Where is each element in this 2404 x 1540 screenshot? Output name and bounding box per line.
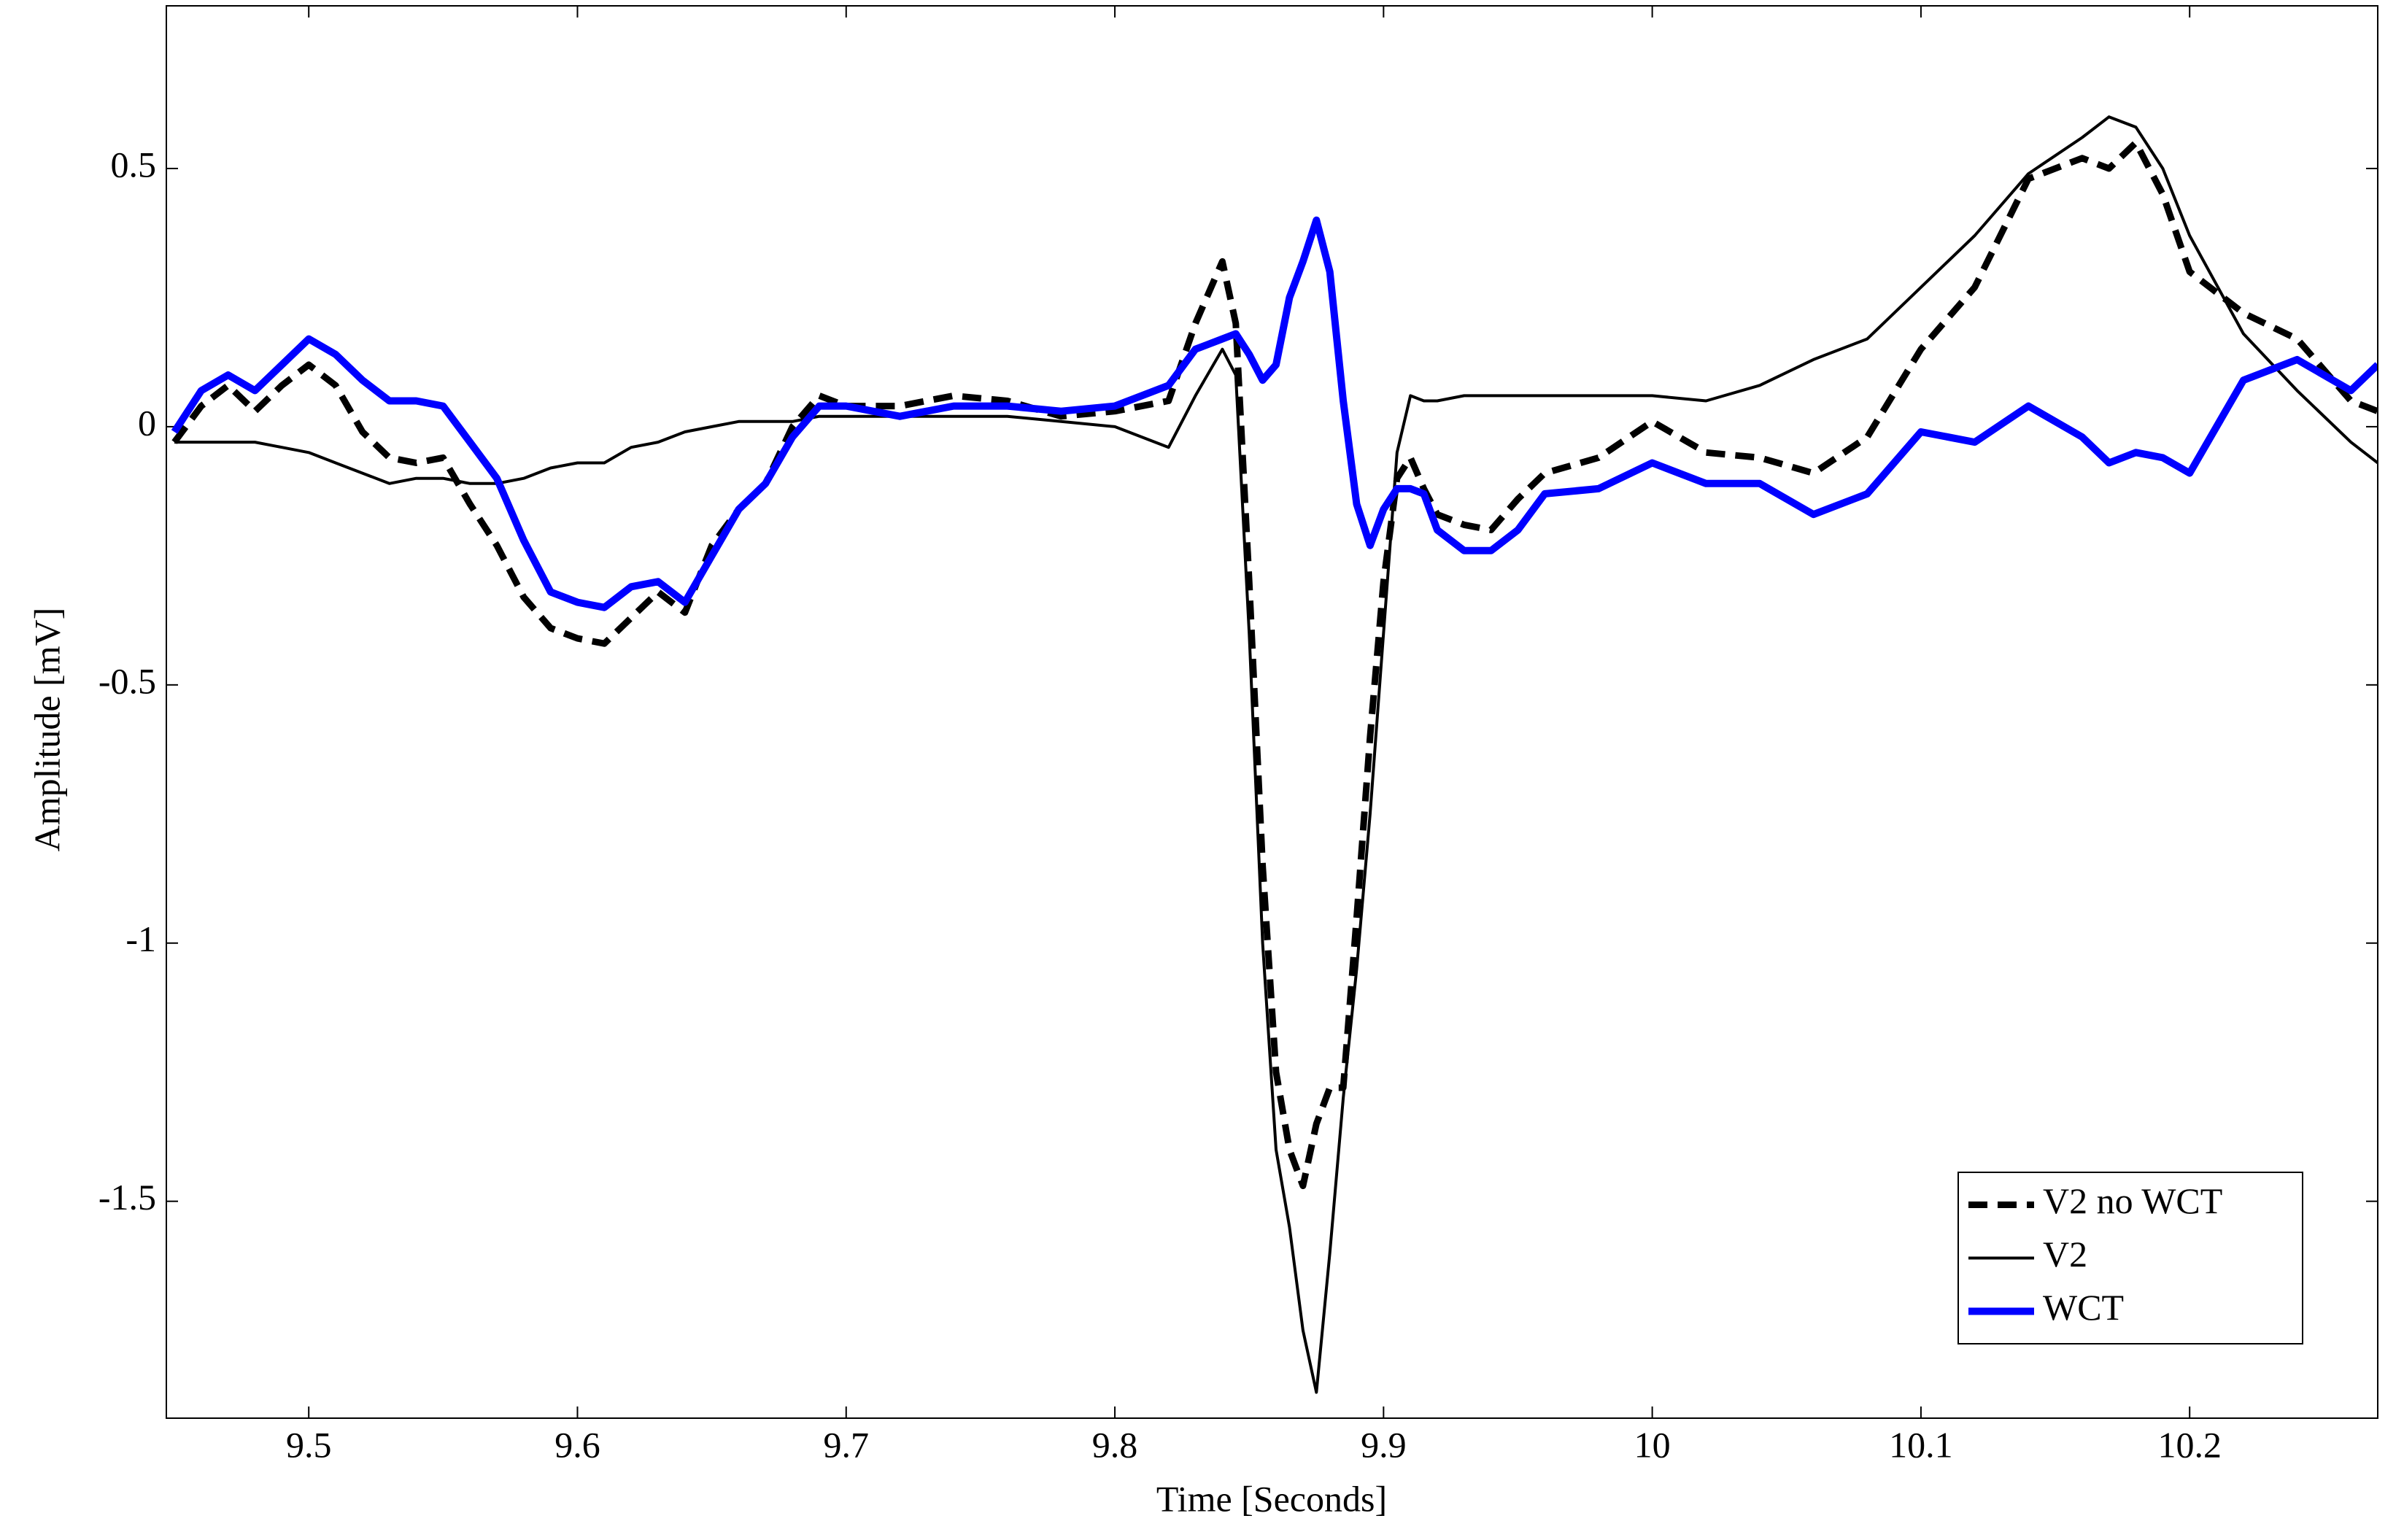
series-line [171,216,2378,611]
x-tick-label: 9.7 [824,1424,870,1465]
y-axis-label: Amplitude [mV] [26,608,67,852]
x-tick-label: 9.9 [1361,1424,1407,1465]
series-line [174,115,2378,1394]
series-line [171,139,2378,1189]
legend-label: V2 no WCT [2043,1180,2222,1221]
x-tick-label: 10.2 [2157,1424,2222,1465]
legend-label: WCT [2043,1287,2124,1328]
y-tick-label: -1 [125,918,156,959]
legend-label: V2 [2043,1234,2087,1274]
x-tick-label: 9.5 [286,1424,332,1465]
y-tick-label: -0.5 [98,660,156,701]
x-tick-label: 9.6 [554,1424,600,1465]
x-tick-label: 9.8 [1092,1424,1138,1465]
x-tick-label: 10 [1634,1424,1671,1465]
plot-frame [166,5,2378,1419]
y-tick-label: -1.5 [98,1177,156,1218]
y-tick-label: 0 [138,402,156,443]
y-tick-label: 0.5 [111,144,157,185]
x-tick-label: 10.1 [1889,1424,1953,1465]
x-axis-label: Time [Seconds] [1156,1478,1387,1519]
